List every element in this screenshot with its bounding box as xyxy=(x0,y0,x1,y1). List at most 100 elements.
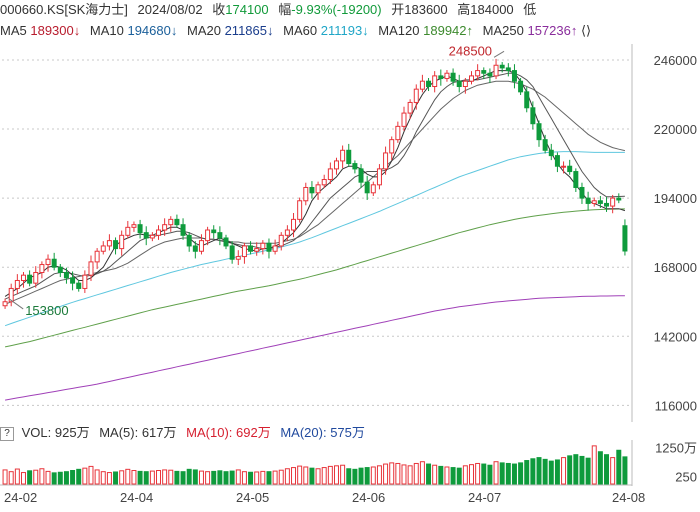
change-value: -9.93%(-19200) xyxy=(291,2,382,17)
candle-body xyxy=(241,245,247,258)
candle xyxy=(168,216,174,232)
candle xyxy=(14,274,20,295)
candle-body xyxy=(340,149,346,162)
price-tick-label: 168000 xyxy=(654,260,697,275)
volume-bar xyxy=(548,460,554,485)
volume-bar xyxy=(358,467,364,485)
volume-bar xyxy=(223,471,229,485)
volume-bar xyxy=(14,468,20,485)
candle-body xyxy=(119,234,125,250)
candle xyxy=(119,230,125,256)
volume-bar xyxy=(156,470,161,485)
change-label: 幅 xyxy=(278,2,292,17)
candle-body xyxy=(14,279,20,289)
candle xyxy=(505,63,511,77)
candle xyxy=(186,232,192,252)
volume-bar xyxy=(106,472,112,485)
candle xyxy=(389,136,395,161)
volume-bar xyxy=(149,470,155,485)
candle xyxy=(364,175,370,200)
candle-body xyxy=(205,229,211,242)
volume-bar xyxy=(333,465,339,485)
volume-bar xyxy=(8,471,14,485)
candle xyxy=(548,143,554,161)
candle xyxy=(205,226,211,246)
candle-body xyxy=(383,152,389,170)
vol-ma20-value: 575万 xyxy=(330,425,365,440)
ma250-value: 157236↑ xyxy=(527,23,578,38)
volume-bar xyxy=(487,464,493,485)
candle xyxy=(8,283,14,307)
volume-bar xyxy=(119,470,125,485)
volume-bar xyxy=(542,458,548,485)
candle xyxy=(383,146,389,175)
candle-body xyxy=(327,168,333,181)
time-tick-label: 24-04 xyxy=(120,490,154,505)
candle xyxy=(45,254,51,272)
volume-toggle-button[interactable]: ? xyxy=(0,426,14,441)
volume-bar xyxy=(217,470,223,485)
candle-body xyxy=(309,186,315,194)
volume-bar xyxy=(297,465,303,485)
price-tick-label: 142000 xyxy=(654,329,697,344)
candle xyxy=(235,250,241,266)
volume-bar xyxy=(131,470,137,485)
price-chart[interactable]: 246000 220000 194000 168000 142000 116000 248… xyxy=(0,44,700,422)
volume-bar xyxy=(315,468,321,485)
volume-bars xyxy=(2,445,628,485)
candle-body xyxy=(456,80,462,88)
ma10-value: 194680↓ xyxy=(127,23,178,38)
high-label: 高 xyxy=(457,2,471,17)
candle xyxy=(162,218,168,236)
candle-body xyxy=(469,75,474,82)
candle xyxy=(241,242,247,264)
high-value: 184000 xyxy=(470,2,514,17)
ma5-value: 189300↓ xyxy=(30,23,81,38)
candle xyxy=(180,218,186,240)
volume-bar xyxy=(579,455,585,485)
volume-bar xyxy=(567,455,573,485)
candle xyxy=(88,255,94,282)
candle xyxy=(131,221,137,232)
candle xyxy=(585,191,591,211)
ma60-label: MA60 xyxy=(283,23,318,38)
candle-body xyxy=(149,234,155,239)
price-tick-label: 220000 xyxy=(654,122,697,137)
candle xyxy=(554,152,560,173)
time-tick-label: 24-02 xyxy=(4,490,38,505)
candle-body xyxy=(192,245,198,252)
candle-body xyxy=(389,139,395,154)
volume-bar xyxy=(481,463,487,485)
candle xyxy=(272,239,278,255)
candle xyxy=(278,232,284,251)
candle xyxy=(291,212,297,238)
expand-legend-icon[interactable]: ⟨⟩ xyxy=(580,23,592,38)
candle xyxy=(63,267,69,284)
candle-body xyxy=(297,200,303,220)
volume-chart[interactable]: 1250万 250 xyxy=(0,440,700,486)
volume-bar xyxy=(180,471,186,485)
volume-bar xyxy=(407,465,413,485)
candle-body xyxy=(481,70,487,74)
candle xyxy=(438,69,444,86)
ma60-value: 211193↓ xyxy=(320,23,369,38)
candle-body xyxy=(254,248,260,252)
candle xyxy=(567,159,573,175)
candle xyxy=(610,194,616,214)
time-tick-label: 24-07 xyxy=(468,490,502,505)
volume-tick-label: 1250万 xyxy=(655,440,697,455)
candle-body xyxy=(303,186,309,202)
candle xyxy=(20,271,26,288)
ma20-value: 211865↓ xyxy=(224,23,274,38)
stock-code[interactable]: 000660.KS[SK海力士] xyxy=(0,2,128,17)
volume-bar xyxy=(57,471,63,485)
candle xyxy=(536,120,542,147)
volume-bar xyxy=(511,463,517,485)
candle-body xyxy=(616,197,622,201)
candle xyxy=(198,234,204,255)
volume-bar xyxy=(88,465,94,485)
candle-body xyxy=(229,245,235,260)
ma250-label: MA250 xyxy=(482,23,524,38)
candle-body xyxy=(358,168,364,183)
candles xyxy=(2,58,628,309)
